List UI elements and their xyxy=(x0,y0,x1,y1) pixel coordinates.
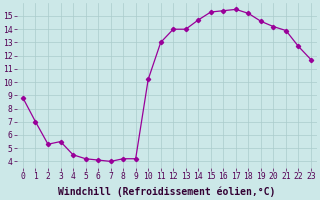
X-axis label: Windchill (Refroidissement éolien,°C): Windchill (Refroidissement éolien,°C) xyxy=(58,187,276,197)
